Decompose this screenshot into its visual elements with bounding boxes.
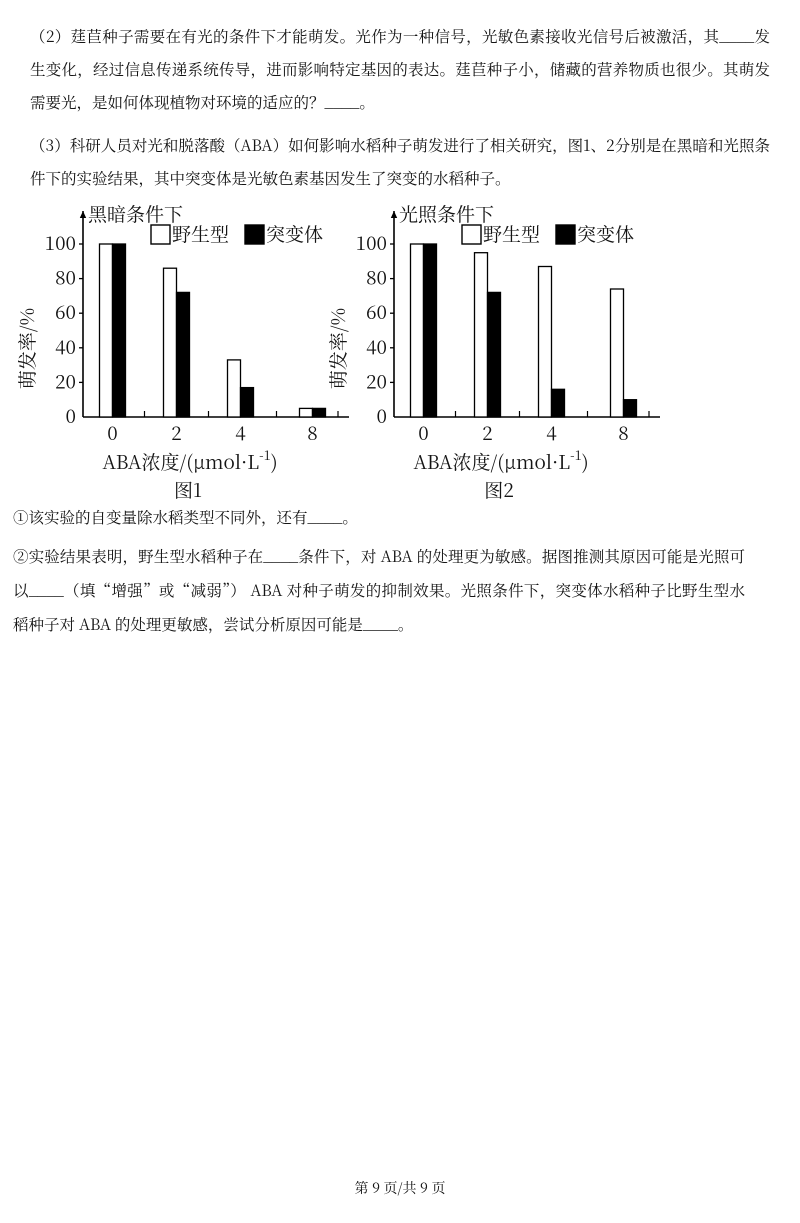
- svg-text:60: 60: [366, 298, 387, 325]
- svg-text:40: 40: [366, 333, 387, 360]
- svg-text:8: 8: [307, 419, 317, 446]
- svg-text:2: 2: [171, 419, 181, 446]
- svg-text:野生型: 野生型: [483, 220, 540, 247]
- svg-text:60: 60: [55, 298, 76, 325]
- svg-text:40: 40: [55, 333, 76, 360]
- svg-text:4: 4: [546, 419, 557, 446]
- svg-text:突变体: 突变体: [266, 220, 323, 247]
- svg-text:0: 0: [66, 402, 76, 429]
- svg-text:ABA浓度/(µmol·L-1): ABA浓度/(µmol·L-1): [413, 445, 588, 476]
- svg-text:萌发率/%: 萌发率/%: [13, 308, 40, 389]
- svg-text:2: 2: [482, 419, 492, 446]
- svg-text:4: 4: [235, 419, 246, 446]
- svg-text:图2: 图2: [484, 476, 514, 503]
- svg-text:0: 0: [377, 402, 387, 429]
- svg-text:8: 8: [618, 419, 628, 446]
- svg-text:100: 100: [356, 229, 387, 256]
- svg-text:100: 100: [45, 229, 76, 256]
- svg-text:ABA浓度/(µmol·L-1): ABA浓度/(µmol·L-1): [102, 445, 277, 476]
- svg-text:萌发率/%: 萌发率/%: [324, 308, 351, 389]
- svg-text:图1: 图1: [174, 476, 202, 503]
- svg-text:80: 80: [55, 264, 76, 291]
- svg-text:20: 20: [55, 367, 76, 394]
- svg-text:野生型: 野生型: [172, 220, 229, 247]
- svg-text:黑暗条件下: 黑暗条件下: [88, 200, 183, 227]
- svg-text:突变体: 突变体: [577, 220, 634, 247]
- svg-text:0: 0: [418, 419, 428, 446]
- svg-text:0: 0: [107, 419, 117, 446]
- svg-text:光照条件下: 光照条件下: [399, 200, 494, 227]
- svg-text:80: 80: [366, 264, 387, 291]
- svg-text:20: 20: [366, 367, 387, 394]
